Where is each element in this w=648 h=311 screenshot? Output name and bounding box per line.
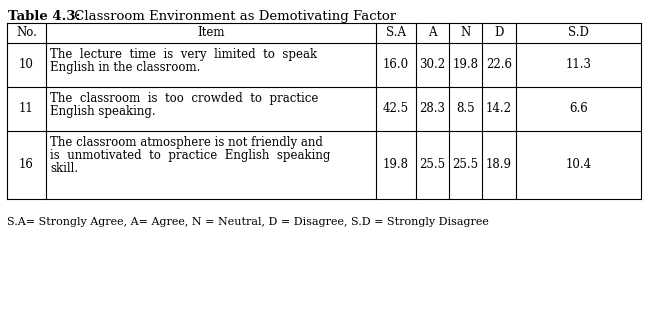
Text: 19.8: 19.8 [452, 58, 478, 72]
Text: 30.2: 30.2 [419, 58, 446, 72]
Text: 10.4: 10.4 [566, 159, 592, 171]
Text: 28.3: 28.3 [419, 103, 446, 115]
Text: 16: 16 [19, 159, 34, 171]
Text: 8.5: 8.5 [456, 103, 475, 115]
Text: 11.3: 11.3 [566, 58, 592, 72]
Text: D: D [494, 26, 503, 39]
Text: A: A [428, 26, 437, 39]
Text: The classroom atmosphere is not friendly and: The classroom atmosphere is not friendly… [50, 136, 323, 149]
Text: 14.2: 14.2 [486, 103, 512, 115]
Text: 11: 11 [19, 103, 34, 115]
Text: Table 4.3:: Table 4.3: [8, 10, 80, 23]
Text: 16.0: 16.0 [383, 58, 409, 72]
Text: S.A: S.A [386, 26, 406, 39]
Text: skill.: skill. [50, 162, 78, 175]
Text: 25.5: 25.5 [452, 159, 479, 171]
Text: S.D: S.D [568, 26, 589, 39]
Text: English in the classroom.: English in the classroom. [50, 61, 200, 74]
Text: No.: No. [16, 26, 37, 39]
Text: Item: Item [197, 26, 225, 39]
Text: is  unmotivated  to  practice  English  speaking: is unmotivated to practice English speak… [50, 149, 330, 162]
Text: English speaking.: English speaking. [50, 105, 156, 118]
Text: 42.5: 42.5 [383, 103, 409, 115]
Text: S.A= Strongly Agree, A= Agree, N = Neutral, D = Disagree, S.D = Strongly Disagre: S.A= Strongly Agree, A= Agree, N = Neutr… [7, 217, 489, 227]
Text: 25.5: 25.5 [419, 159, 446, 171]
Text: The  classroom  is  too  crowded  to  practice: The classroom is too crowded to practice [50, 92, 318, 105]
Text: Classroom Environment as Demotivating Factor: Classroom Environment as Demotivating Fa… [70, 10, 396, 23]
Text: 6.6: 6.6 [569, 103, 588, 115]
Text: 10: 10 [19, 58, 34, 72]
Text: 18.9: 18.9 [486, 159, 512, 171]
Text: N: N [460, 26, 470, 39]
Text: 19.8: 19.8 [383, 159, 409, 171]
Text: 22.6: 22.6 [486, 58, 512, 72]
Text: The  lecture  time  is  very  limited  to  speak: The lecture time is very limited to spea… [50, 48, 317, 61]
